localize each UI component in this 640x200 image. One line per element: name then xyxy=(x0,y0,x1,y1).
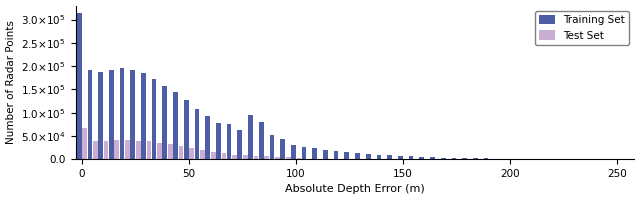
Bar xyxy=(131,70,135,159)
Bar xyxy=(269,135,275,159)
Bar xyxy=(462,158,467,159)
Bar xyxy=(184,100,189,159)
Bar xyxy=(323,150,328,159)
Bar xyxy=(419,157,424,159)
Bar xyxy=(205,116,210,159)
Legend: Training Set, Test Set: Training Set, Test Set xyxy=(535,11,629,45)
Bar xyxy=(195,109,199,159)
Bar xyxy=(221,153,227,159)
Bar xyxy=(109,70,114,159)
Bar xyxy=(211,152,216,159)
Bar xyxy=(275,157,280,159)
Y-axis label: Number of Radar Points: Number of Radar Points xyxy=(6,20,15,144)
Bar xyxy=(83,128,87,159)
Bar xyxy=(136,141,141,159)
Bar xyxy=(115,140,119,159)
Bar xyxy=(125,140,130,159)
Bar xyxy=(484,158,488,159)
Bar xyxy=(227,124,232,159)
Bar xyxy=(232,155,237,159)
Bar xyxy=(216,123,221,159)
Bar xyxy=(157,143,162,159)
Bar xyxy=(264,156,269,159)
Bar xyxy=(259,122,264,159)
Bar xyxy=(88,70,92,159)
Bar xyxy=(441,158,445,159)
Bar xyxy=(291,145,296,159)
Bar xyxy=(430,157,435,159)
X-axis label: Absolute Depth Error (m): Absolute Depth Error (m) xyxy=(285,184,425,194)
Bar xyxy=(398,156,403,159)
Bar xyxy=(355,153,360,159)
Bar xyxy=(253,156,259,159)
Bar xyxy=(163,86,167,159)
Bar xyxy=(179,146,184,159)
Bar xyxy=(147,141,151,159)
Bar xyxy=(473,158,477,159)
Bar xyxy=(248,115,253,159)
Bar xyxy=(376,155,381,159)
Bar xyxy=(173,92,178,159)
Bar xyxy=(243,155,248,159)
Bar xyxy=(237,130,242,159)
Bar xyxy=(296,158,301,159)
Bar xyxy=(409,156,413,159)
Bar xyxy=(141,73,146,159)
Bar xyxy=(93,141,98,159)
Bar xyxy=(344,152,349,159)
Bar xyxy=(120,68,124,159)
Bar xyxy=(366,154,371,159)
Bar xyxy=(98,72,103,159)
Bar xyxy=(152,79,156,159)
Bar xyxy=(286,157,291,159)
Bar xyxy=(334,151,339,159)
Bar xyxy=(280,139,285,159)
Bar xyxy=(200,150,205,159)
Bar xyxy=(77,13,81,159)
Bar xyxy=(301,147,307,159)
Bar xyxy=(452,158,456,159)
Bar xyxy=(104,141,109,159)
Bar xyxy=(189,148,194,159)
Bar xyxy=(168,144,173,159)
Bar xyxy=(312,148,317,159)
Bar xyxy=(387,155,392,159)
